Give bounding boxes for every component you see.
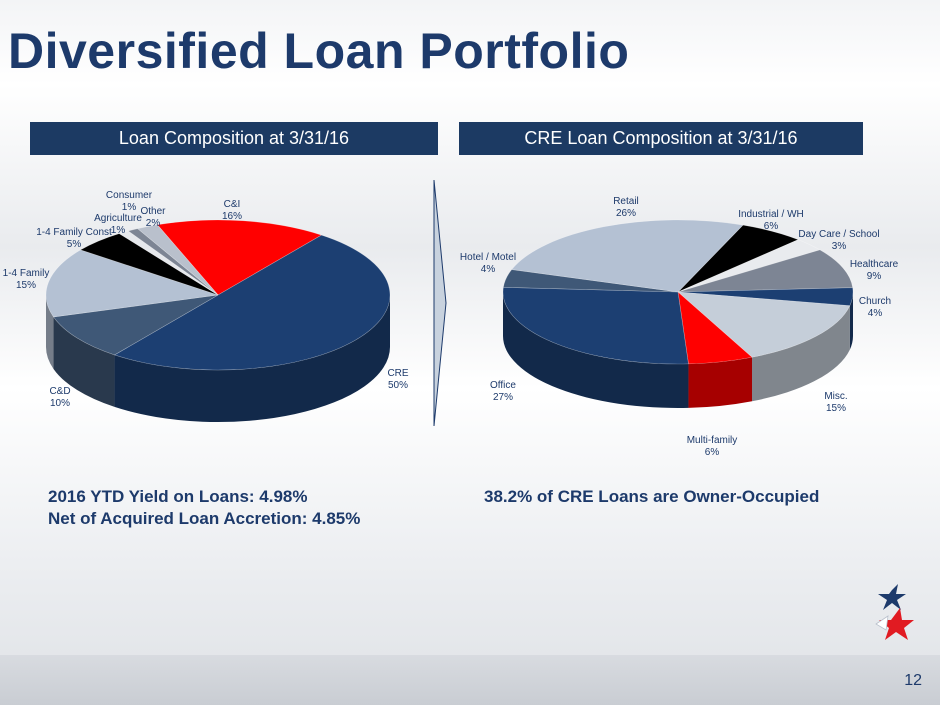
owner-occupied-note: 38.2% of CRE Loans are Owner-Occupied	[484, 487, 820, 506]
pie-wall-misc	[752, 305, 850, 402]
pie-wall-c-d	[53, 316, 115, 407]
chevron-divider-icon	[433, 179, 447, 427]
pie-label-consumer: Consumer 1%	[106, 190, 153, 213]
pie-slice-day-care-school	[677, 239, 821, 293]
pie-label-church: Church 4%	[859, 296, 891, 319]
page-number: 12	[904, 672, 922, 689]
footer-bar	[0, 655, 940, 705]
yield-note-line2: Net of Acquired Loan Accretion: 4.85%	[48, 509, 361, 528]
pie-slice-multi-family	[677, 291, 753, 365]
pie-slice-healthcare	[677, 249, 854, 293]
yield-note: 2016 YTD Yield on Loans: 4.98% Net of Ac…	[48, 486, 360, 530]
pie-slice-industrial-wh	[677, 224, 799, 293]
pie-wall-multi-family	[688, 357, 753, 408]
pie-label-retail: Retail 26%	[613, 196, 639, 219]
pie-label-industrial-wh: Industrial / WH 6%	[738, 209, 804, 232]
star-logo-icon	[875, 584, 914, 640]
page-title: Diversified Loan Portfolio	[8, 23, 630, 79]
pie-slice-1-4-family	[45, 249, 219, 318]
pie-wall-church	[849, 292, 853, 350]
pie-label-1-4-family: 1-4 Family 15%	[3, 268, 50, 291]
pie-slice-c-d	[53, 294, 219, 356]
pie-slice-c-i	[156, 219, 323, 296]
pie-label-misc: Misc. 15%	[824, 391, 847, 414]
pie-label-day-care-school: Day Care / School 3%	[798, 229, 879, 252]
pie-slice-agriculture	[118, 230, 219, 296]
pie-slice-misc	[677, 291, 851, 358]
pie-wall-cre	[114, 295, 390, 422]
pie-slice-office	[502, 286, 689, 365]
pie-slice-church	[677, 287, 854, 307]
pie-label-multi-family: Multi-family 6%	[687, 435, 738, 458]
cre-composition-header: CRE Loan Composition at 3/31/16	[459, 122, 863, 155]
pie-label-1-4-family-const: 1-4 Family Const 5%	[36, 227, 112, 250]
pie-label-healthcare: Healthcare 9%	[850, 259, 899, 282]
pie-slice-retail	[511, 219, 744, 293]
pie-slice-consumer	[127, 228, 219, 296]
pie-label-other: Other 2%	[140, 206, 166, 229]
pie-slice-other	[137, 224, 219, 296]
pie-label-c-d: C&D 10%	[49, 386, 70, 409]
pie-wall-office	[503, 292, 689, 408]
pie-slice-cre	[113, 234, 391, 371]
pie-wall-1-4-family	[46, 295, 54, 369]
pie-label-c-i: C&I 16%	[222, 199, 242, 222]
pie-label-cre: CRE 50%	[387, 368, 408, 391]
loan-composition-pie-chart: C&I 16% CRE 50% C&D 10% 1-4 Family 15% 1-4 Famil…	[3, 190, 409, 422]
pie-label-hotel-motel: Hotel / Motel 4%	[460, 252, 516, 275]
pie-label-office: Office 27%	[490, 380, 516, 403]
cre-composition-pie-chart: Industrial / WH 6%Day Care / School 3% Heal…	[460, 196, 899, 458]
loan-composition-header: Loan Composition at 3/31/16	[30, 122, 438, 155]
pie-label-agriculture: Agriculture 1%	[94, 213, 142, 236]
yield-note-line1: 2016 YTD Yield on Loans: 4.98%	[48, 487, 308, 506]
pie-slice-1-4-family-const	[79, 233, 219, 296]
pie-slice-hotel-motel	[503, 269, 679, 293]
